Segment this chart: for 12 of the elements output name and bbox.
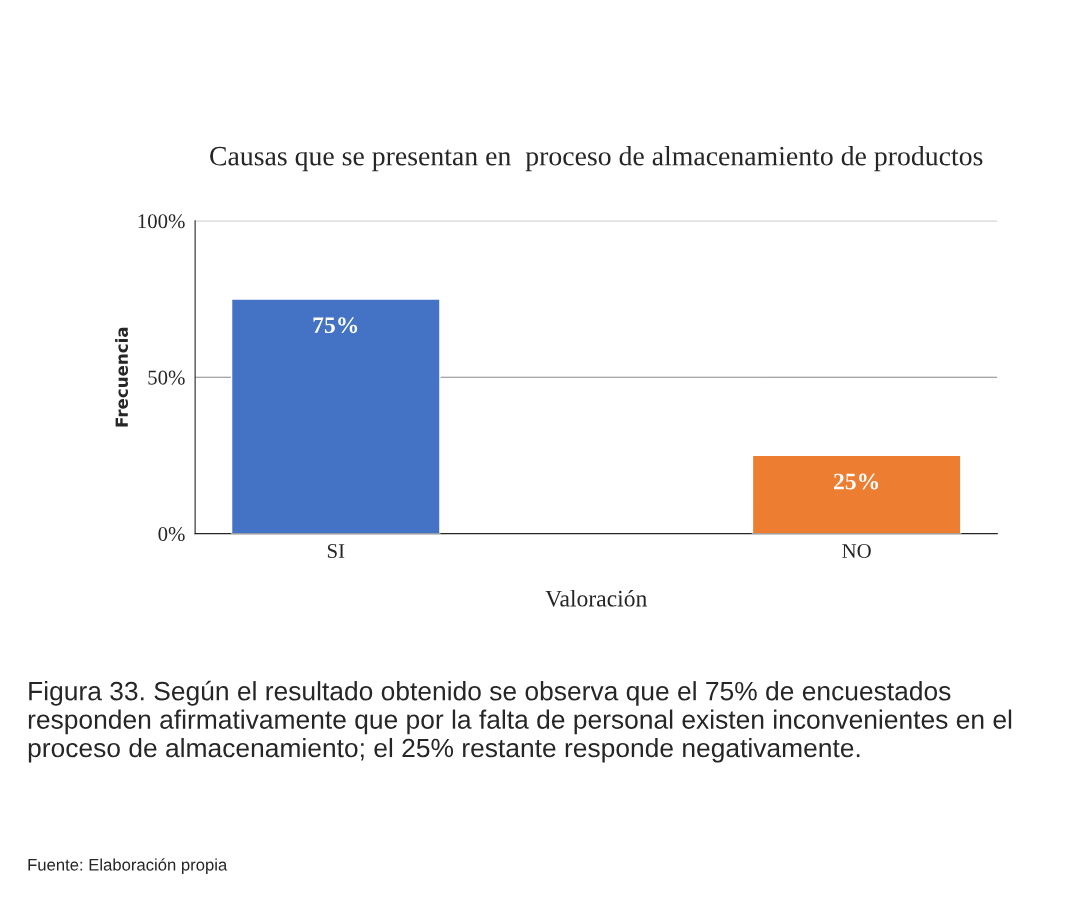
data-label: 25%: [834, 473, 879, 490]
chart-title: Causas que se presentan en proceso de almacenamiento de productos: [210, 145, 983, 172]
x-tick-label: NO: [842, 543, 871, 558]
y-tick-label: 50%: [148, 370, 185, 385]
y-tick-label: 100%: [138, 214, 185, 229]
y-tick-label: 0%: [158, 526, 185, 542]
x-tick-label: SI: [327, 543, 345, 558]
data-label: 75%: [313, 317, 358, 334]
source-note: Fuente: Elaboración propia: [28, 858, 228, 874]
x-axis-title: Valoración: [545, 589, 647, 607]
text: Figura 33. Según el resultado obtenido se observa que el 75% de encuestados responden afirmativamente que por la falta de personal existen inconvenientes en el proceso de almacenamiento; el 25% restante responde negativamente.: [28, 680, 1012, 763]
y-axis-title: Frecuencia: [115, 327, 129, 427]
